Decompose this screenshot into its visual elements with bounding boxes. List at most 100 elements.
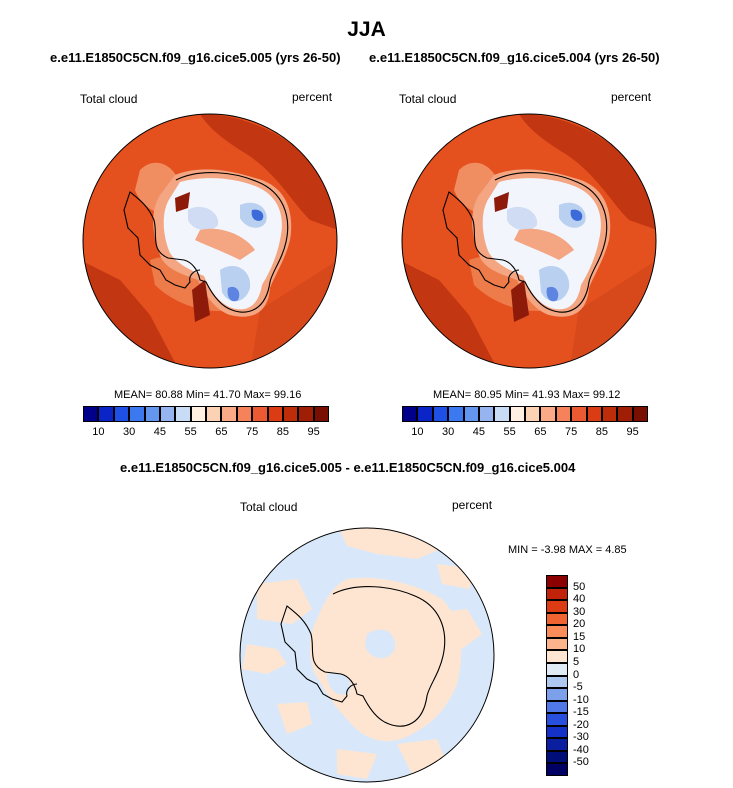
right-colorbar-swatch xyxy=(448,406,464,422)
diff-colorbar-swatch xyxy=(546,600,568,613)
left-field-label: Total cloud xyxy=(80,92,138,106)
right-colorbar-tick-label: 85 xyxy=(595,426,608,438)
diff-colorbar-swatch xyxy=(546,625,568,638)
left-colorbar-tick-label: 65 xyxy=(215,426,228,438)
diff-colorbar-swatch xyxy=(546,713,568,726)
left-colorbar-swatch xyxy=(221,406,237,422)
diff-colorbar-tick-label: 40 xyxy=(573,593,586,606)
right-colorbar-labels: 10 30 45 55 65 75 85 95 xyxy=(402,426,648,440)
left-colorbar-swatch xyxy=(129,406,145,422)
left-colorbar-tick-label: 85 xyxy=(276,426,289,438)
right-colorbar xyxy=(402,406,648,422)
diff-colorbar-swatch xyxy=(546,650,568,663)
right-colorbar-swatch xyxy=(525,406,541,422)
diff-colorbar-tick-label: 10 xyxy=(573,643,586,656)
left-colorbar-swatch xyxy=(236,406,253,422)
diff-colorbar xyxy=(546,575,568,776)
left-colorbar-swatch xyxy=(206,406,222,422)
left-colorbar-swatch xyxy=(144,406,160,422)
left-colorbar-swatch xyxy=(252,406,268,422)
diff-colorbar-swatch xyxy=(546,587,568,601)
right-colorbar-swatch xyxy=(417,406,433,422)
diff-colorbar-tick-label: 20 xyxy=(573,618,586,631)
diff-colorbar-tick-label: -50 xyxy=(573,756,589,769)
diff-colorbar-tick-label: 0 xyxy=(573,668,580,681)
right-colorbar-swatch xyxy=(509,406,525,422)
diff-field-label: Total cloud xyxy=(240,500,298,514)
diff-colorbar-tick-label: 5 xyxy=(573,655,580,668)
right-colorbar-tick-label: 65 xyxy=(534,426,547,438)
left-colorbar-tick-label: 55 xyxy=(184,426,197,438)
right-colorbar-swatch xyxy=(463,406,479,422)
diff-colorbar-tick-label: -40 xyxy=(573,743,589,756)
right-polar-map xyxy=(401,113,657,369)
left-colorbar-tick-label: 45 xyxy=(153,426,166,438)
page-title: JJA xyxy=(347,18,386,41)
right-colorbar-tick-label: 30 xyxy=(442,426,455,438)
right-panel-title: e.e11.E1850C5CN.f09_g16.cice5.004 (yrs 2… xyxy=(369,50,660,65)
diff-colorbar-swatch xyxy=(546,750,568,764)
right-colorbar-swatch xyxy=(617,406,633,422)
diff-colorbar-swatch xyxy=(546,763,568,776)
left-colorbar xyxy=(83,406,329,422)
left-stats: MEAN= 80.88 Min= 41.70 Max= 99.16 xyxy=(114,389,302,401)
left-colorbar-tick-label: 10 xyxy=(92,426,105,438)
left-colorbar-swatch xyxy=(190,406,206,422)
diff-units-label: percent xyxy=(452,498,493,512)
left-colorbar-swatch xyxy=(83,406,99,422)
diff-colorbar-swatch xyxy=(546,637,568,651)
diff-colorbar-tick-label: -30 xyxy=(573,731,589,744)
left-panel-title: e.e11.E1850C5CN.f09_g16.cice5.005 (yrs 2… xyxy=(50,50,341,65)
right-colorbar-tick-label: 75 xyxy=(565,426,578,438)
left-colorbar-labels: 10 30 45 55 65 75 85 95 xyxy=(83,426,329,440)
left-colorbar-swatch xyxy=(175,406,191,422)
diff-colorbar-tick-label: 15 xyxy=(573,630,586,643)
diff-colorbar-tick-label: -10 xyxy=(573,693,589,706)
right-colorbar-swatch xyxy=(571,406,587,422)
right-colorbar-tick-label: 45 xyxy=(472,426,485,438)
right-colorbar-tick-label: 10 xyxy=(411,426,424,438)
diff-colorbar-tick-label: 50 xyxy=(573,580,586,593)
left-colorbar-swatch xyxy=(313,406,329,422)
left-colorbar-swatch xyxy=(98,406,114,422)
diff-colorbar-swatch xyxy=(546,612,568,626)
right-colorbar-swatch xyxy=(432,406,449,422)
diff-colorbar-swatch xyxy=(546,725,568,739)
right-stats: MEAN= 80.95 Min= 41.93 Max= 99.12 xyxy=(433,389,621,401)
right-colorbar-swatch xyxy=(632,406,648,422)
left-colorbar-swatch xyxy=(282,406,299,422)
right-colorbar-swatch xyxy=(478,406,495,422)
diff-colorbar-swatch xyxy=(546,700,568,714)
left-colorbar-swatch xyxy=(298,406,314,422)
diff-colorbar-swatch xyxy=(546,662,568,676)
diff-colorbar-swatch xyxy=(546,575,568,588)
diff-colorbar-labels: 50 40 30 20 15 10 5 0 -5 -10 -15 -20 -30 -40 -50 xyxy=(573,575,613,776)
diff-colorbar-tick-label: -15 xyxy=(573,706,589,719)
diff-colorbar-swatch xyxy=(546,675,568,689)
diff-panel-title: e.e11.E1850C5CN.f09_g16.cice5.005 - e.e1… xyxy=(120,460,576,475)
diff-colorbar-swatch xyxy=(546,738,568,751)
diff-colorbar-tick-label: -5 xyxy=(573,681,583,694)
left-colorbar-swatch xyxy=(267,406,283,422)
right-colorbar-swatch xyxy=(402,406,418,422)
diff-colorbar-swatch xyxy=(546,688,568,701)
left-colorbar-tick-label: 75 xyxy=(246,426,259,438)
diff-colorbar-tick-label: -20 xyxy=(573,718,589,731)
right-colorbar-tick-label: 95 xyxy=(626,426,639,438)
right-colorbar-swatch xyxy=(586,406,602,422)
left-units-label: percent xyxy=(292,90,333,104)
left-colorbar-swatch xyxy=(159,406,176,422)
right-units-label: percent xyxy=(611,90,652,104)
right-colorbar-tick-label: 55 xyxy=(503,426,516,438)
diff-polar-map xyxy=(239,527,495,783)
diff-stats: MIN = -3.98 MAX = 4.85 xyxy=(508,544,627,556)
right-colorbar-swatch xyxy=(601,406,618,422)
right-colorbar-swatch xyxy=(494,406,510,422)
diff-colorbar-tick-label: 30 xyxy=(573,605,586,618)
left-colorbar-tick-label: 30 xyxy=(123,426,136,438)
left-colorbar-swatch xyxy=(113,406,130,422)
right-colorbar-swatch xyxy=(540,406,556,422)
right-field-label: Total cloud xyxy=(399,92,457,106)
right-colorbar-swatch xyxy=(555,406,572,422)
left-polar-map xyxy=(82,113,338,369)
